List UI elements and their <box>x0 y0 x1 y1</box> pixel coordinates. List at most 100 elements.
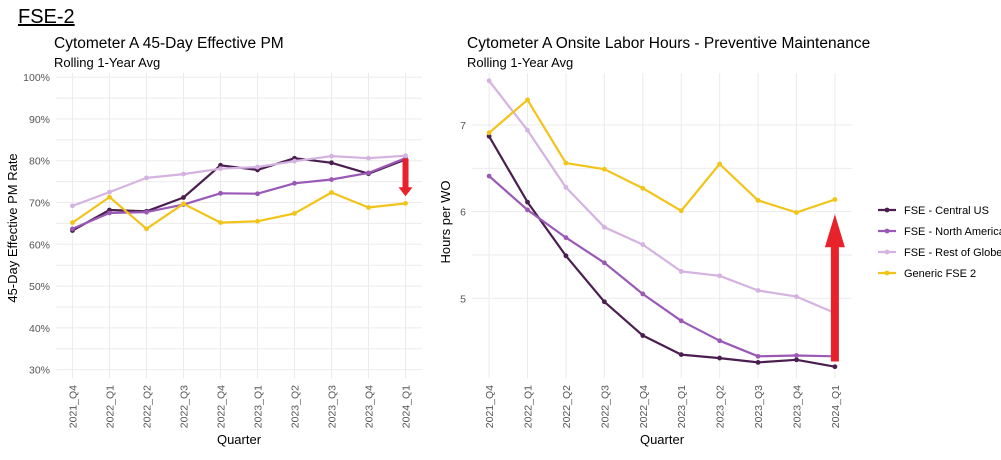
legend-swatch-point <box>884 249 890 255</box>
data-point <box>181 201 186 207</box>
chart-right-series <box>486 78 838 370</box>
data-point <box>717 338 723 344</box>
data-point <box>832 197 838 202</box>
y-tick-label: 7 <box>460 120 466 132</box>
x-tick-label: 2023_Q1 <box>253 385 265 428</box>
data-point <box>403 200 408 206</box>
chart-right-subtitle: Rolling 1-Year Avg <box>467 55 573 70</box>
y-tick-label: 60% <box>29 239 50 251</box>
chart-left-y-ticks: 30% 40% 50% 60% 70% 80% 90% 100% <box>23 72 50 376</box>
x-tick-label: 2022_Q4 <box>638 385 650 428</box>
x-tick-label: 2022_Q4 <box>215 385 227 428</box>
data-point <box>601 224 607 230</box>
legend: FSE - Central US FSE - North America FSE -… <box>878 205 1001 280</box>
data-point <box>678 269 684 274</box>
data-point <box>255 164 260 170</box>
data-point <box>601 299 607 305</box>
chart-left-subtitle: Rolling 1-Year Avg <box>54 55 160 70</box>
data-point <box>144 175 149 181</box>
series-line <box>488 80 836 315</box>
page-title: FSE-2 <box>18 6 75 28</box>
data-point <box>218 220 223 225</box>
y-tick-label: 6 <box>460 207 466 219</box>
data-point <box>640 242 646 247</box>
x-tick-label: 2022_Q1 <box>104 385 116 428</box>
chart-right-title: Cytometer A Onsite Labor Hours - Prevent… <box>467 35 870 52</box>
series-line <box>488 175 835 358</box>
data-point <box>218 162 223 168</box>
y-tick-label: 70% <box>29 198 50 210</box>
data-point <box>486 173 492 179</box>
data-point <box>717 273 723 279</box>
down-arrow <box>398 158 413 197</box>
legend-label: Generic FSE 2 <box>904 268 976 280</box>
chart-left-x-axis-label: Quarter <box>217 432 262 447</box>
chart-left: Cytometer A 45-Day Effective PM Rolling … <box>5 35 422 447</box>
data-point <box>678 318 684 324</box>
data-point <box>755 197 761 203</box>
data-point <box>292 210 297 216</box>
series-line <box>488 135 836 368</box>
series-line <box>71 191 406 230</box>
data-point <box>717 161 723 167</box>
legend-swatch-point <box>884 270 890 276</box>
data-point <box>525 207 530 213</box>
x-tick-label: 2023_Q1 <box>676 385 688 428</box>
data-point <box>218 166 223 172</box>
data-point <box>181 195 186 200</box>
data-point <box>601 260 607 266</box>
data-point <box>107 194 112 200</box>
x-tick-label: 2021_Q4 <box>484 385 496 428</box>
x-tick-label: 2023_Q4 <box>364 385 376 428</box>
y-tick-label: 40% <box>29 323 50 335</box>
x-tick-label: 2024_Q1 <box>830 385 842 428</box>
x-tick-label: 2022_Q3 <box>599 385 611 428</box>
data-point <box>255 218 260 224</box>
chart-left-series <box>70 153 408 233</box>
data-point <box>366 205 371 210</box>
data-point <box>525 127 530 133</box>
data-point <box>181 171 186 177</box>
data-point <box>601 166 607 172</box>
data-point <box>794 357 799 363</box>
x-tick-label: 2023_Q2 <box>290 385 302 428</box>
data-point <box>255 191 260 197</box>
x-tick-label: 2022_Q2 <box>141 385 153 428</box>
data-point <box>107 210 112 216</box>
data-point <box>403 153 408 159</box>
data-point <box>640 333 646 338</box>
data-point <box>563 235 569 241</box>
legend-swatch-point <box>884 207 890 213</box>
series-line <box>488 98 836 214</box>
chart-right-grid <box>472 73 852 378</box>
data-point <box>366 155 371 161</box>
up-arrow <box>824 214 845 362</box>
x-tick-label: 2023_Q3 <box>753 385 765 428</box>
data-point <box>678 208 684 214</box>
data-point <box>563 160 569 166</box>
y-tick-label: 80% <box>29 156 50 168</box>
chart-right: Cytometer A Onsite Labor Hours - Prevent… <box>438 35 870 447</box>
y-tick-label: 100% <box>23 72 50 84</box>
x-tick-label: 2023_Q2 <box>715 385 727 428</box>
data-point <box>486 78 492 84</box>
legend-swatch-point <box>884 228 890 234</box>
chart-right-x-axis-label: Quarter <box>640 432 685 447</box>
data-point <box>755 360 761 365</box>
data-point <box>563 184 569 190</box>
data-point <box>794 294 799 299</box>
data-point <box>144 209 149 215</box>
data-point <box>832 364 838 370</box>
data-point <box>563 253 569 259</box>
data-point <box>329 153 334 159</box>
data-point <box>755 288 761 293</box>
x-tick-label: 2021_Q4 <box>67 385 79 428</box>
x-tick-label: 2022_Q1 <box>523 385 535 428</box>
chart-right-y-axis-label: Hours per WO <box>438 180 453 263</box>
chart-left-grid <box>56 73 422 378</box>
x-tick-label: 2022_Q2 <box>561 385 573 428</box>
data-point <box>107 189 112 195</box>
data-point <box>794 210 799 215</box>
x-tick-label: 2023_Q4 <box>791 385 803 428</box>
chart-left-y-axis-label: 45-Day Effective PM Rate <box>5 153 20 302</box>
